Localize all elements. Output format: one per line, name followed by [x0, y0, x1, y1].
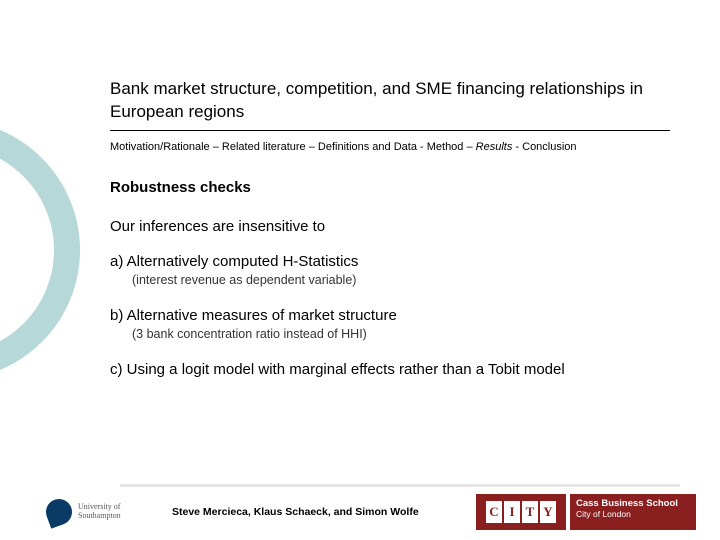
- breadcrumb-suffix: - Conclusion: [512, 141, 576, 153]
- list-item: b) Alternative measures of market struct…: [110, 307, 672, 341]
- logo-southampton-text: University of Southampton: [78, 503, 121, 521]
- item-label: b) Alternative measures of market struct…: [132, 307, 672, 324]
- city-letter: T: [522, 501, 538, 523]
- list-item: a) Alternatively computed H-Statistics (…: [110, 253, 672, 287]
- city-letters-box: C I T Y: [476, 494, 566, 530]
- breadcrumb-current: Results: [476, 141, 513, 153]
- slide-title: Bank market structure, competition, and …: [110, 78, 672, 124]
- authors: Steve Mercieca, Klaus Schaeck, and Simon…: [172, 506, 419, 518]
- list-item: c) Using a logit model with marginal eff…: [110, 361, 672, 378]
- city-letter: C: [486, 501, 502, 523]
- lead-text: Our inferences are insensitive to: [110, 218, 672, 235]
- cass-line1: Cass Business School: [576, 498, 690, 509]
- logo-left-line2: Southampton: [78, 512, 121, 521]
- logo-southampton: University of Southampton: [46, 494, 156, 530]
- dolphin-icon: [42, 495, 75, 528]
- item-label: a) Alternatively computed H-Statistics: [132, 253, 672, 270]
- item-list: a) Alternatively computed H-Statistics (…: [110, 253, 672, 378]
- title-rule: [110, 130, 670, 131]
- section-heading: Robustness checks: [110, 179, 672, 196]
- item-label: c) Using a logit model with marginal eff…: [132, 361, 672, 378]
- logo-cass: C I T Y Cass Business School City of Lon…: [476, 494, 696, 530]
- item-sub: (3 bank concentration ratio instead of H…: [132, 327, 672, 341]
- cass-text-box: Cass Business School City of London: [570, 494, 696, 530]
- slide-content: Bank market structure, competition, and …: [110, 78, 672, 398]
- city-letter: Y: [540, 501, 556, 523]
- footer-rule: [120, 484, 680, 487]
- footer: University of Southampton Steve Mercieca…: [0, 484, 720, 540]
- city-letter: I: [504, 501, 520, 523]
- cass-line2: City of London: [576, 509, 690, 519]
- breadcrumb-prefix: Motivation/Rationale – Related literatur…: [110, 141, 476, 153]
- breadcrumb: Motivation/Rationale – Related literatur…: [110, 141, 672, 153]
- decorative-arc: [0, 120, 80, 380]
- item-sub: (interest revenue as dependent variable): [132, 273, 672, 287]
